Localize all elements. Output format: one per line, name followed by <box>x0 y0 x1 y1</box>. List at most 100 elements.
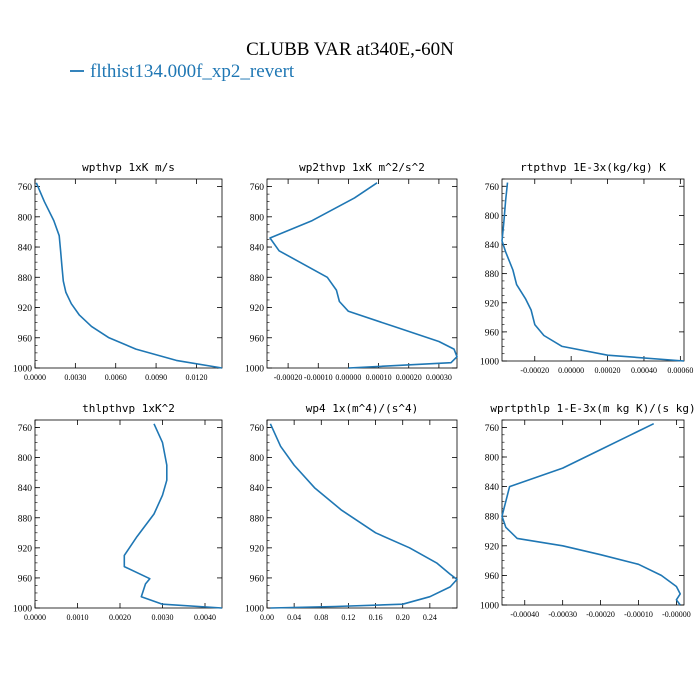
y-tick-label: 920 <box>485 299 500 309</box>
x-tick-label: 0.0000 <box>24 373 46 382</box>
panel-title: wpthvp 1xK m/s <box>82 161 175 174</box>
y-tick-label: 960 <box>18 334 33 344</box>
panel-title: thlpthvp 1xK^2 <box>82 402 175 415</box>
panel-6: wprtpthlp 1-E-3x(m kg K)/(s kg) 760 800 840… <box>480 402 696 619</box>
x-tick-label: 0.0060 <box>105 373 127 382</box>
x-tick-label: 0.0040 <box>194 613 216 622</box>
series-line <box>123 423 223 609</box>
y-tick-label: 800 <box>18 454 33 464</box>
y-tick-label: 920 <box>250 544 265 554</box>
x-tick-label: 0.12 <box>341 613 355 622</box>
y-tick-label: 1000 <box>13 365 32 375</box>
y-tick-label: 920 <box>485 542 500 552</box>
plot-frame <box>501 419 685 606</box>
panel-3: rtpthvp 1E-3x(kg/kg) K 760 800 840 880 920 960… <box>480 161 693 375</box>
y-tick-label: 760 <box>485 183 500 193</box>
y-tick-label: 760 <box>18 183 33 193</box>
series-line <box>35 182 223 369</box>
x-tick-label: 0.00000 <box>558 366 584 375</box>
plot-frame <box>266 178 458 369</box>
x-tick-label: 0.08 <box>314 613 328 622</box>
legend-label: flthist134.000f_xp2_revert <box>90 61 295 82</box>
y-tick-label: 1000 <box>13 605 32 615</box>
y-tick-label: 1000 <box>245 365 264 375</box>
y-tick-label: 800 <box>250 213 265 223</box>
panel-title: wp4 1x(m^4)/(s^4) <box>306 402 419 415</box>
series-line <box>501 422 682 606</box>
x-tick-label: -0.00010 <box>624 610 653 619</box>
x-tick-label: -0.00040 <box>510 610 539 619</box>
x-tick-label: -0.00030 <box>548 610 577 619</box>
y-tick-label: 760 <box>485 424 500 434</box>
panel-4: thlpthvp 1xK^276080084088092096010000.00… <box>13 402 223 622</box>
y-tick-label: 960 <box>485 328 500 338</box>
y-tick-label: 840 <box>250 244 265 254</box>
y-tick-label: 1000 <box>245 605 264 615</box>
x-tick-label: 0.00040 <box>631 366 657 375</box>
y-tick-label: 920 <box>18 544 33 554</box>
y-tick-label: 760 <box>18 424 33 434</box>
figure-title: CLUBB VAR at340E,-60N <box>246 39 454 60</box>
panel-title: wp2thvp 1xK m^2/s^2 <box>299 161 425 174</box>
plot-frame <box>501 178 685 362</box>
y-tick-label: 880 <box>250 514 265 524</box>
y-tick-label: 960 <box>250 334 265 344</box>
y-tick-label: 880 <box>485 270 500 280</box>
y-tick-label: 960 <box>18 574 33 584</box>
x-tick-label: 0.0010 <box>67 613 89 622</box>
y-tick-label: 800 <box>18 213 33 223</box>
y-tick-label: 800 <box>250 454 265 464</box>
x-tick-label: 0.20 <box>396 613 410 622</box>
x-tick-label: -0.00020 <box>586 610 615 619</box>
panel-2: wp2thvp 1xK m^2/s^2 760 800 840 880 920 960 100… <box>245 161 458 382</box>
y-tick-label: 880 <box>18 274 33 284</box>
y-tick-label: 840 <box>485 483 500 493</box>
x-tick-label: 0.00020 <box>396 373 422 382</box>
y-tick-label: 1000 <box>480 602 499 612</box>
x-tick-label: 0.0090 <box>145 373 167 382</box>
x-tick-label: -0.00010 <box>304 373 333 382</box>
y-tick-label: 960 <box>485 572 500 582</box>
x-tick-label: 0.16 <box>369 613 383 622</box>
y-tick-label: 880 <box>18 514 33 524</box>
plot-frame <box>34 178 223 369</box>
series-line <box>501 182 685 362</box>
plot-frame <box>34 419 223 609</box>
x-tick-label: 0.00020 <box>595 366 621 375</box>
series-line <box>269 423 458 609</box>
y-tick-label: 840 <box>18 484 33 494</box>
x-tick-label: 0.0030 <box>64 373 86 382</box>
y-tick-label: 840 <box>250 484 265 494</box>
x-tick-label: 0.24 <box>423 613 437 622</box>
y-tick-label: 840 <box>18 244 33 254</box>
series-line <box>269 182 458 369</box>
x-tick-label: -0.00000 <box>662 610 691 619</box>
x-tick-label: 0.00010 <box>366 373 392 382</box>
x-tick-label: -0.00020 <box>274 373 303 382</box>
panel-1: wpthvp 1xK m/s76080084088092096010000.00… <box>13 161 223 382</box>
plot-frame <box>266 419 458 609</box>
x-tick-label: 0.04 <box>287 613 301 622</box>
y-tick-label: 760 <box>250 183 265 193</box>
x-tick-label: 0.0120 <box>185 373 207 382</box>
x-tick-label: 0.00030 <box>426 373 452 382</box>
y-tick-label: 920 <box>250 304 265 314</box>
y-tick-label: 800 <box>485 454 500 464</box>
panel-grid: wpthvp 1xK m/s76080084088092096010000.00… <box>13 161 696 622</box>
panel-title: rtpthvp 1E-3x(kg/kg) K <box>520 161 666 174</box>
x-tick-label: 0.00000 <box>335 373 361 382</box>
x-tick-label: 0.00 <box>260 613 274 622</box>
x-tick-label: -0.00020 <box>520 366 549 375</box>
y-tick-label: 800 <box>485 212 500 222</box>
panel-title: wprtpthlp 1-E-3x(m kg K)/(s kg) <box>490 402 695 415</box>
x-tick-label: 0.0020 <box>109 613 131 622</box>
panel-5: wp4 1x(m^4)/(s^4)76080084088092096010000… <box>245 402 458 622</box>
x-tick-label: 0.0030 <box>152 613 174 622</box>
x-tick-label: 0.00060 <box>667 366 693 375</box>
y-tick-label: 960 <box>250 574 265 584</box>
y-tick-label: 920 <box>18 304 33 314</box>
y-tick-label: 880 <box>485 513 500 523</box>
x-tick-label: 0.0000 <box>24 613 46 622</box>
y-tick-label: 760 <box>250 424 265 434</box>
